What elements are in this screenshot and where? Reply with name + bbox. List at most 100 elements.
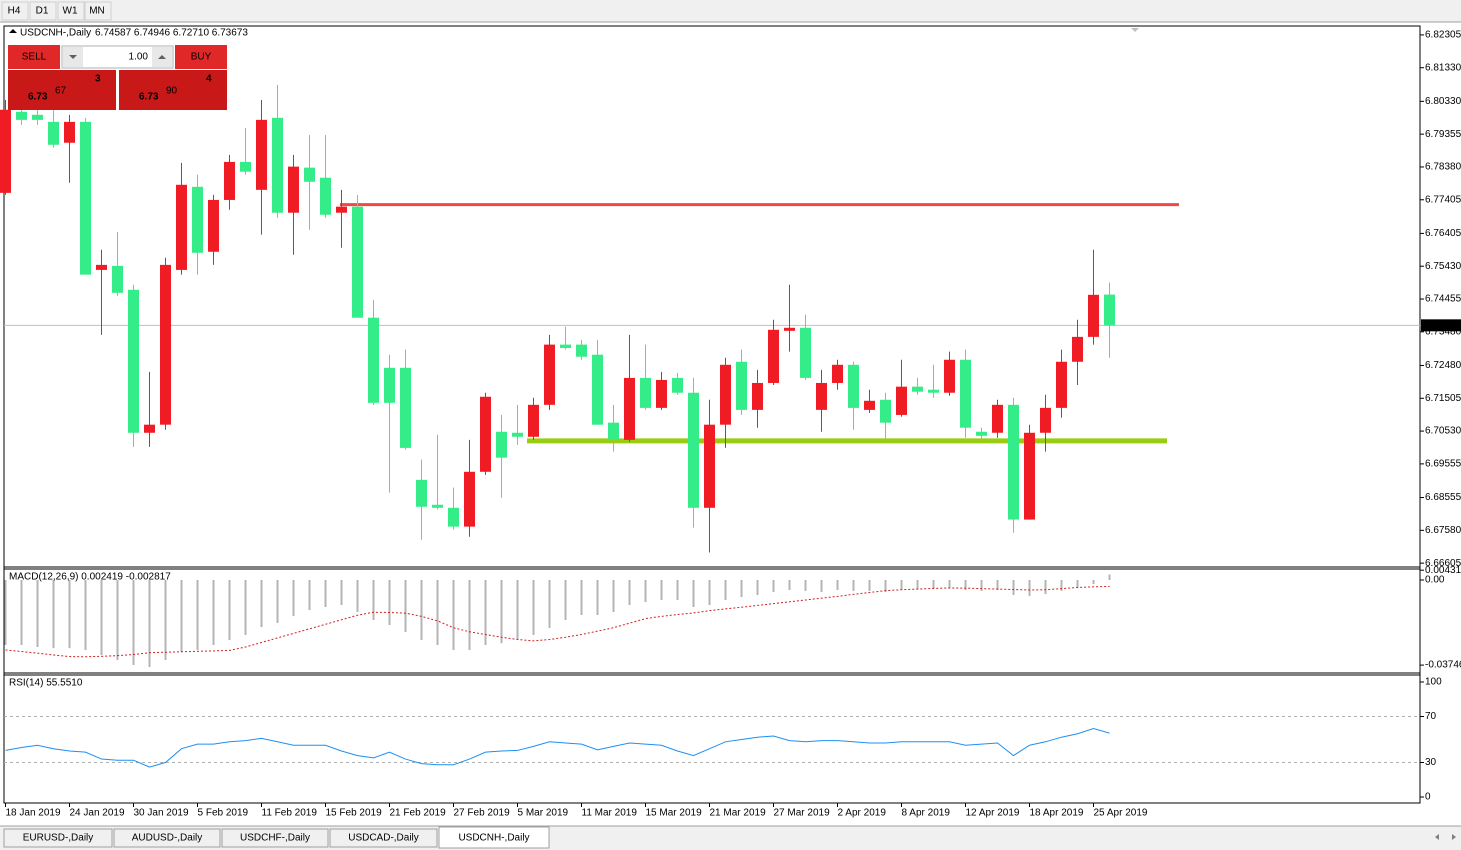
buy-button[interactable] xyxy=(175,45,227,69)
timeframe-label[interactable]: H4 xyxy=(8,6,21,17)
candle-body xyxy=(960,359,971,428)
timeframe-button[interactable] xyxy=(1,1,29,21)
y-tick-label: 6.69555 xyxy=(1425,459,1461,470)
price-prefix[interactable]: 6.73 xyxy=(28,92,48,103)
symbol-tab-label[interactable]: USDCHF-,Daily xyxy=(240,833,310,844)
y-tick-label: 6.66605 xyxy=(1425,558,1461,569)
symbol-tab-label[interactable]: EURUSD-,Daily xyxy=(23,833,94,844)
symbol-tab[interactable] xyxy=(221,828,329,848)
price-box[interactable] xyxy=(8,70,116,110)
timeframe-label[interactable]: MN xyxy=(89,6,105,17)
y-tick-label: 6.76405 xyxy=(1425,228,1461,239)
panel-title: MACD(12,26,9) 0.002419 -0.002817 xyxy=(9,572,171,583)
candle-body xyxy=(224,161,235,200)
candle-body xyxy=(848,364,859,408)
y-tick-label: 6.67580 xyxy=(1425,525,1461,536)
shift-marker xyxy=(1131,28,1139,32)
candle-body xyxy=(544,344,555,405)
candle-body xyxy=(400,367,411,448)
macd-signal xyxy=(5,585,1110,658)
sell-button[interactable] xyxy=(8,45,60,69)
sell-label[interactable]: SELL xyxy=(22,52,47,63)
x-tick-label: 12 Apr 2019 xyxy=(966,808,1020,819)
timeframe-button[interactable] xyxy=(84,1,112,21)
candle-body xyxy=(96,264,107,270)
candle-body xyxy=(128,289,139,433)
scroll-left[interactable] xyxy=(1435,834,1439,840)
x-tick-label: 27 Feb 2019 xyxy=(454,808,511,819)
candle-body xyxy=(576,344,587,357)
candle-body xyxy=(560,344,571,348)
y-tick-label: 6.73480 xyxy=(1425,326,1461,337)
y-tick-label: 6.80330 xyxy=(1425,96,1461,107)
candle-body xyxy=(144,424,155,433)
buy-label[interactable]: BUY xyxy=(191,52,212,63)
x-tick-label: 21 Mar 2019 xyxy=(710,808,767,819)
candle-body xyxy=(208,199,219,252)
candle-body xyxy=(976,431,987,436)
candle-body xyxy=(64,121,75,143)
symbol-tab[interactable] xyxy=(3,828,113,848)
x-tick-label: 11 Feb 2019 xyxy=(262,808,318,819)
timeframe-label[interactable]: W1 xyxy=(63,6,78,17)
candle-body xyxy=(480,396,491,472)
price-tag xyxy=(1421,319,1461,332)
symbol-tab-label[interactable]: USDCAD-,Daily xyxy=(348,833,419,844)
candle-body xyxy=(80,121,91,275)
price-prefix[interactable]: 6.73 xyxy=(139,92,159,103)
candle-body xyxy=(384,367,395,403)
x-tick-label: 27 Mar 2019 xyxy=(774,808,831,819)
candle-body xyxy=(256,119,267,190)
candle-body xyxy=(624,377,635,440)
candle-body xyxy=(928,389,939,393)
candle-body xyxy=(112,265,123,293)
candle-body xyxy=(688,392,699,508)
price-sup[interactable]: 4 xyxy=(206,74,212,85)
symbol-tab[interactable] xyxy=(438,826,550,849)
timeframe-button[interactable] xyxy=(29,1,57,21)
symbol-tab-label[interactable]: USDCNH-,Daily xyxy=(458,833,529,844)
timeframe-button[interactable] xyxy=(57,1,85,21)
x-tick-label: 11 Mar 2019 xyxy=(582,808,638,819)
y-tick-label: 6.82305 xyxy=(1425,30,1461,41)
symbol-tab[interactable] xyxy=(329,828,438,848)
candle-body xyxy=(32,114,43,120)
candle-body xyxy=(528,404,539,437)
y-tick-label: 6.81330 xyxy=(1425,62,1461,73)
x-tick-label: 25 Apr 2019 xyxy=(1094,808,1148,819)
y-tick-label: 6.72480 xyxy=(1425,360,1461,371)
lot-value[interactable]: 1.00 xyxy=(129,52,149,63)
candle-body xyxy=(496,431,507,458)
y-tick-label: -0.037464 xyxy=(1425,660,1461,671)
price-main[interactable]: 67 xyxy=(55,86,67,97)
x-tick-label: 21 Feb 2019 xyxy=(390,808,447,819)
candle-body xyxy=(1104,294,1115,326)
y-tick-label: 0.004319 xyxy=(1425,565,1461,576)
scroll-right[interactable] xyxy=(1452,834,1456,840)
candle-body xyxy=(592,354,603,425)
candle-body xyxy=(720,364,731,425)
y-tick-label: 6.79355 xyxy=(1425,129,1461,140)
symbol-tab-label[interactable]: AUDUSD-,Daily xyxy=(132,833,203,844)
x-tick-label: 15 Mar 2019 xyxy=(646,808,703,819)
price-sup[interactable]: 3 xyxy=(95,74,101,85)
symbol-tab[interactable] xyxy=(113,828,221,848)
candle-body xyxy=(272,117,283,213)
chart-marker xyxy=(9,29,17,33)
toolbar xyxy=(0,0,1461,22)
timeframe-label[interactable]: D1 xyxy=(36,6,49,17)
y-tick-label: 6.74455 xyxy=(1425,294,1461,305)
price-main[interactable]: 90 xyxy=(166,86,178,97)
candle-body xyxy=(752,382,763,410)
lot-field[interactable] xyxy=(61,45,174,69)
candle-body xyxy=(880,399,891,423)
x-tick-label: 8 Apr 2019 xyxy=(902,808,951,819)
price-box[interactable] xyxy=(119,70,227,110)
candle-body xyxy=(1088,294,1099,337)
plot-layer: 6.82305 6.81330 6.80330 6.79355 6.78380 6.774… xyxy=(0,30,1461,819)
x-tick-label: 2 Apr 2019 xyxy=(838,808,887,819)
candle-body xyxy=(16,111,27,120)
x-tick-label: 5 Feb 2019 xyxy=(198,808,249,819)
